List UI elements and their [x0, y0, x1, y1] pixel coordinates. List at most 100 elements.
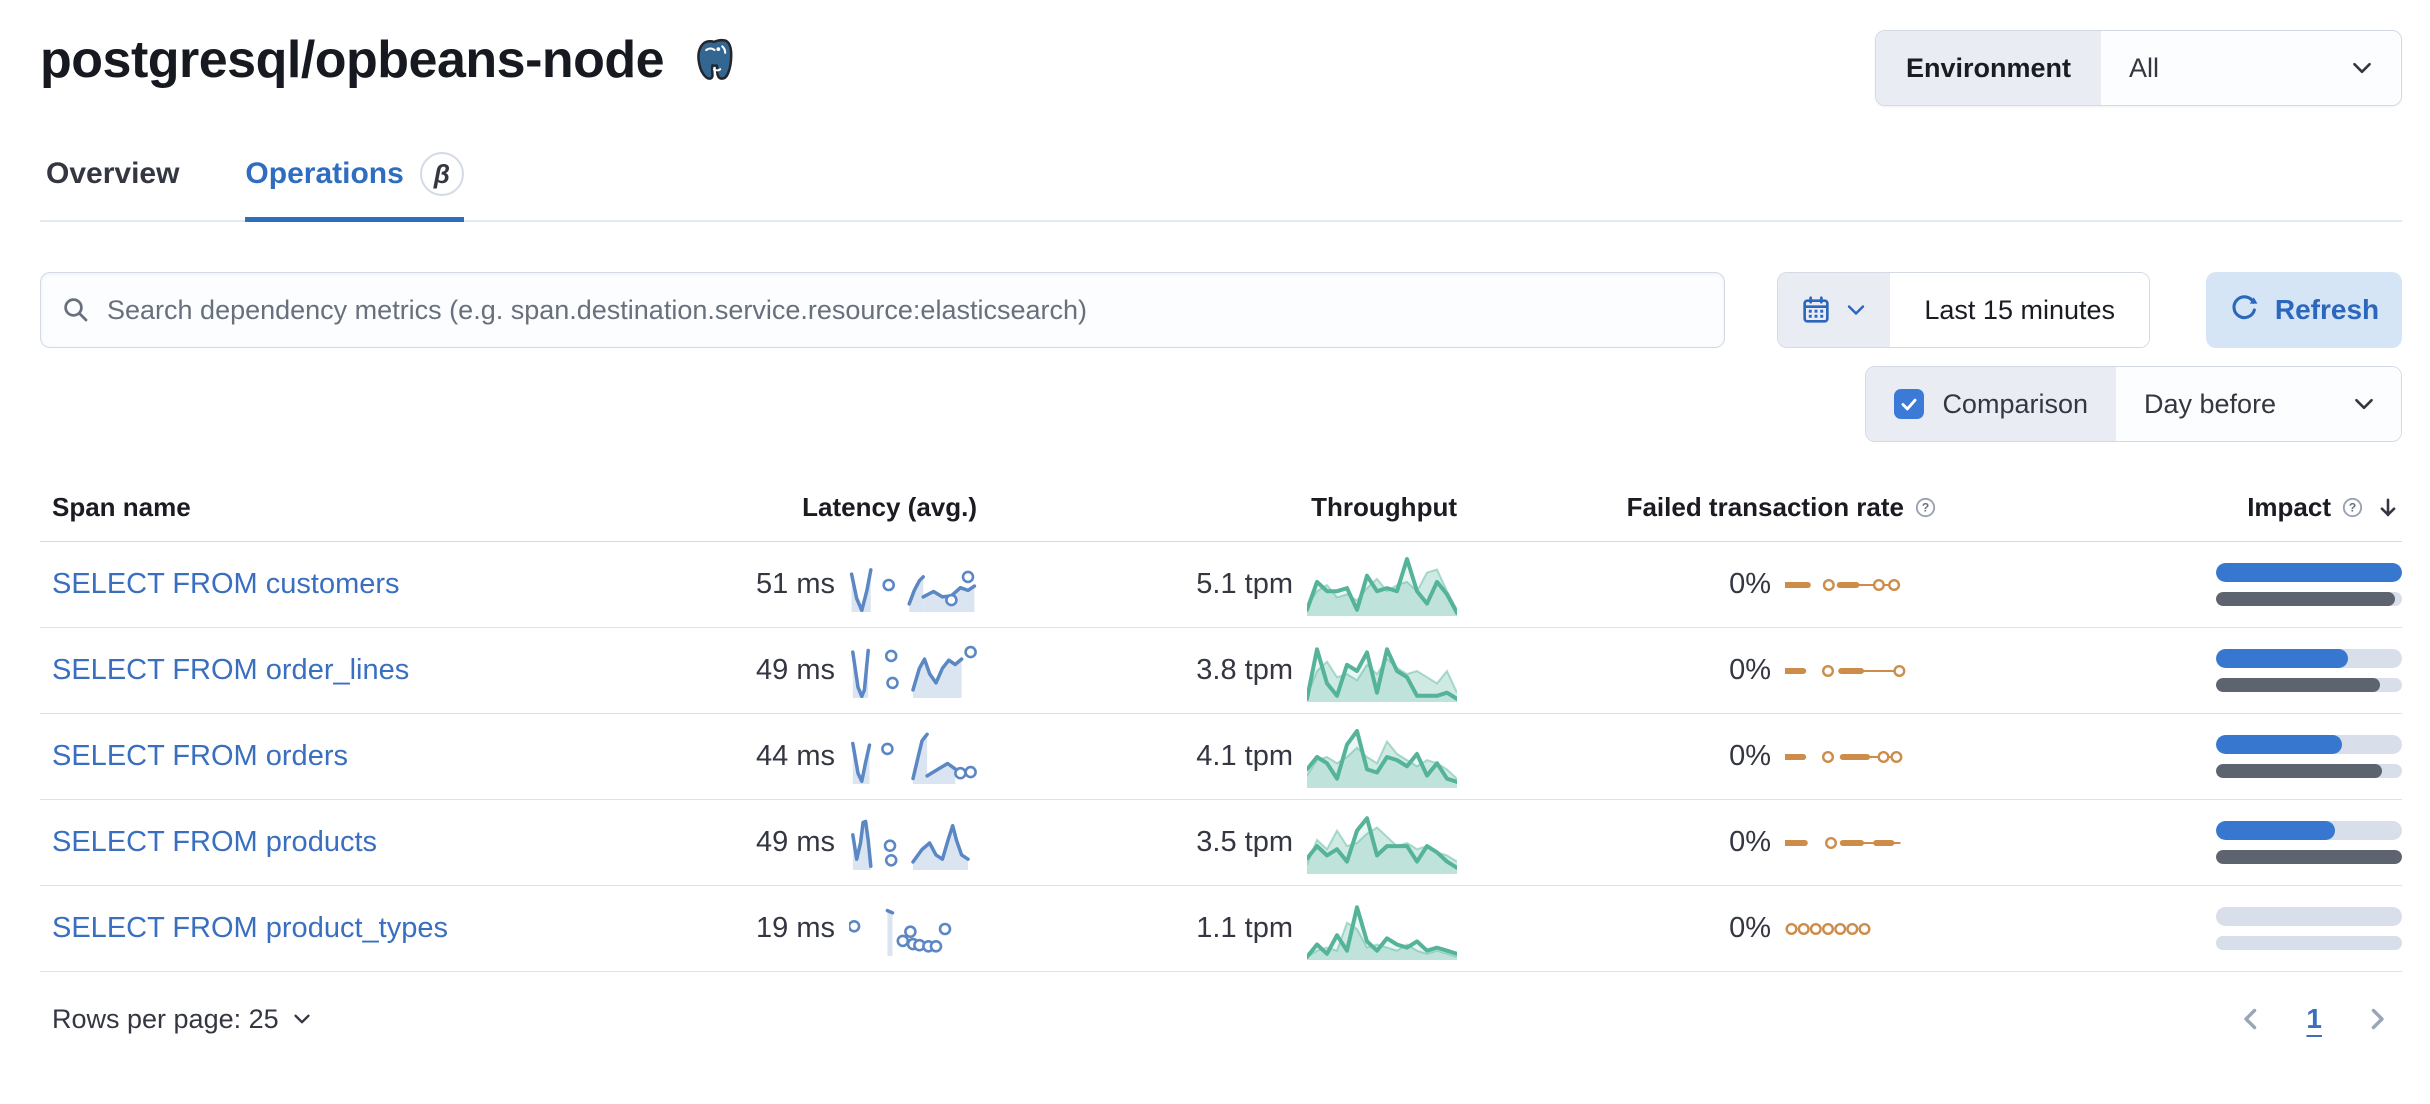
- help-icon[interactable]: ?: [2341, 496, 2364, 519]
- throughput-value: 5.1 tpm: [1196, 568, 1293, 600]
- svg-text:?: ?: [1922, 501, 1929, 515]
- failed-rate-value: 0%: [1729, 568, 1771, 600]
- impact-bar-current: [2216, 907, 2402, 926]
- column-header-latency: Latency (avg.): [802, 492, 977, 522]
- latency-sparkline: [851, 645, 977, 698]
- impact-bar-previous: [2216, 678, 2402, 692]
- chevron-down-icon: [1848, 305, 1865, 315]
- chevron-down-icon: [2355, 398, 2373, 410]
- table-footer: Rows per page: 25 1: [40, 998, 2402, 1040]
- latency-value: 51 ms: [756, 568, 835, 600]
- calendar-icon: [1803, 296, 1830, 323]
- throughput-sparkline: [1307, 904, 1457, 960]
- chevron-left-icon: [2244, 1008, 2257, 1030]
- table-header: Span name Latency (avg.) Throughput Fail…: [40, 492, 2402, 542]
- throughput-sparkline: [1307, 646, 1457, 702]
- failed-rate-sparkline: [1785, 922, 1871, 935]
- latency-value: 44 ms: [756, 740, 835, 772]
- latency-sparkline: [851, 732, 977, 784]
- span-name-link[interactable]: SELECT FROM orders: [52, 740, 348, 772]
- throughput-value: 4.1 tpm: [1196, 740, 1293, 772]
- failed-rate-sparkline: [1785, 578, 1901, 591]
- search-input[interactable]: [107, 294, 1705, 326]
- comparison-row: Comparison Day before: [40, 366, 2402, 442]
- environment-value: All: [2129, 52, 2160, 83]
- tab-bar: Overview Operations β: [40, 152, 2402, 222]
- throughput-sparkline: [1307, 815, 1457, 874]
- latency-sparkline: [849, 908, 952, 956]
- chevron-down-icon: [294, 1014, 310, 1024]
- impact-bar-current: [2216, 563, 2402, 582]
- next-page-button[interactable]: [2356, 998, 2398, 1040]
- controls-row: Last 15 minutes Refresh: [40, 272, 2402, 348]
- latency-value: 19 ms: [756, 912, 835, 944]
- tab-overview[interactable]: Overview: [46, 157, 180, 190]
- column-header-impact: Impact ?: [1937, 492, 2402, 523]
- table-row: SELECT FROM product_types 19 ms 1.1 tpm …: [40, 886, 2402, 972]
- refresh-button[interactable]: Refresh: [2206, 272, 2402, 348]
- failed-rate-value: 0%: [1729, 654, 1771, 686]
- impact-bar-current: [2216, 735, 2402, 754]
- environment-selector[interactable]: Environment All: [1874, 30, 2402, 106]
- impact-bar-current: [2216, 821, 2402, 840]
- beta-badge: β: [419, 152, 464, 196]
- failed-rate-sparkline: [1785, 836, 1901, 849]
- page-header: postgresql/opbeans-node Environment All: [40, 30, 2402, 106]
- environment-label: Environment: [1875, 31, 2101, 105]
- latency-value: 49 ms: [756, 826, 835, 858]
- throughput-value: 3.8 tpm: [1196, 654, 1293, 686]
- latency-sparkline: [851, 819, 970, 870]
- span-name-link[interactable]: SELECT FROM customers: [52, 568, 400, 600]
- check-icon: [1901, 398, 1917, 411]
- failed-rate-value: 0%: [1729, 912, 1771, 944]
- throughput-value: 3.5 tpm: [1196, 826, 1293, 858]
- dependency-operations-page: postgresql/opbeans-node Environment All …: [40, 30, 2402, 1040]
- column-header-span-name: Span name: [52, 492, 191, 522]
- latency-sparkline: [849, 567, 977, 612]
- failed-rate-sparkline: [1785, 664, 1906, 677]
- table-row: SELECT FROM orders 44 ms 4.1 tpm 0%: [40, 714, 2402, 800]
- comparison-value: Day before: [2144, 388, 2277, 419]
- page-number[interactable]: 1: [2306, 1003, 2322, 1034]
- postgresql-elephant-icon: [697, 38, 733, 80]
- time-range-value[interactable]: Last 15 minutes: [1890, 273, 2149, 347]
- failed-rate-value: 0%: [1729, 826, 1771, 858]
- impact-sort-button[interactable]: Impact ?: [2247, 492, 2402, 523]
- search-icon: [64, 298, 88, 322]
- impact-bar-previous: [2216, 764, 2402, 778]
- table-row: SELECT FROM products 49 ms 3.5 tpm 0%: [40, 800, 2402, 886]
- span-name-link[interactable]: SELECT FROM product_types: [52, 912, 448, 944]
- comparison-label: Comparison: [1942, 388, 2088, 419]
- rows-per-page-button[interactable]: Rows per page: 25: [40, 1004, 313, 1035]
- calendar-menu-button[interactable]: [1778, 273, 1891, 347]
- impact-bar-previous: [2216, 850, 2402, 864]
- impact-bar-previous: [2216, 592, 2402, 606]
- table-row: SELECT FROM order_lines 49 ms 3.8 tpm 0%: [40, 628, 2402, 714]
- latency-value: 49 ms: [756, 654, 835, 686]
- help-icon[interactable]: ?: [1914, 496, 1937, 519]
- span-name-link[interactable]: SELECT FROM products: [52, 826, 378, 858]
- comparison-checkbox[interactable]: [1894, 389, 1925, 419]
- impact-bar-current: [2216, 649, 2402, 668]
- impact-bar-previous: [2216, 936, 2402, 950]
- throughput-sparkline: [1307, 556, 1457, 616]
- throughput-value: 1.1 tpm: [1196, 912, 1293, 944]
- chevron-right-icon: [2371, 1008, 2384, 1030]
- previous-page-button[interactable]: [2230, 998, 2272, 1040]
- span-name-link[interactable]: SELECT FROM order_lines: [52, 654, 410, 686]
- comparison-select[interactable]: Day before: [2116, 367, 2401, 441]
- time-range-picker: Last 15 minutes: [1777, 272, 2150, 348]
- refresh-icon: [2232, 295, 2258, 320]
- failed-rate-sparkline: [1785, 750, 1903, 763]
- throughput-sparkline: [1307, 728, 1457, 788]
- svg-text:?: ?: [2349, 501, 2356, 515]
- sort-descending-icon: [2380, 498, 2396, 516]
- page-title: postgresql/opbeans-node: [40, 31, 665, 89]
- search-box: [40, 272, 1726, 348]
- table-row: SELECT FROM customers 51 ms 5.1 tpm 0%: [40, 542, 2402, 628]
- tab-operations[interactable]: Operations β: [245, 152, 465, 222]
- failed-rate-value: 0%: [1729, 740, 1771, 772]
- table-body: SELECT FROM customers 51 ms 5.1 tpm 0% S: [40, 542, 2402, 972]
- column-header-throughput: Throughput: [1311, 492, 1457, 522]
- column-header-failed-rate: Failed transaction rate ?: [1457, 492, 1937, 523]
